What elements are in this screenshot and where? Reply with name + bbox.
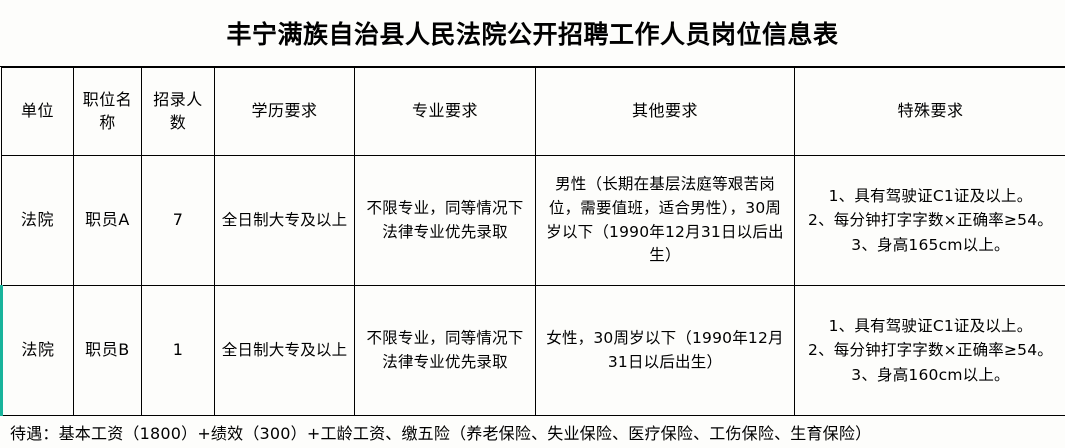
column-header-major: 专业要求 xyxy=(355,68,536,156)
column-header-position: 职位名称 xyxy=(74,68,142,156)
special-requirement-line: 1、具有驾驶证C1证及以上。 xyxy=(801,184,1060,208)
cell-unit: 法院 xyxy=(2,156,74,286)
special-requirement-line: 3、身高160cm以上。 xyxy=(801,363,1060,387)
compensation-note: 待遇：基本工资（1800）+绩效（300）+工龄工资、缴五险（养老保险、失业保险… xyxy=(0,416,1065,448)
table-row: 法院 职员A 7 全日制大专及以上 不限专业，同等情况下法律专业优先录取 男性（… xyxy=(2,156,1065,286)
special-requirement-line: 2、每分钟打字字数×正确率≥54。 xyxy=(801,338,1060,362)
cell-other: 女性，30周岁以下（1990年12月31日以后出生） xyxy=(536,286,795,416)
cell-special: 1、具有驾驶证C1证及以上。 2、每分钟打字字数×正确率≥54。 3、身高160… xyxy=(795,286,1065,416)
cell-major: 不限专业，同等情况下法律专业优先录取 xyxy=(355,286,536,416)
column-header-education: 学历要求 xyxy=(215,68,355,156)
table-row: 法院 职员B 1 全日制大专及以上 不限专业，同等情况下法律专业优先录取 女性，… xyxy=(2,286,1065,416)
special-requirement-line: 3、身高165cm以上。 xyxy=(801,233,1060,257)
cell-count: 1 xyxy=(142,286,215,416)
table-header: 单位 职位名称 招录人数 学历要求 专业要求 其他要求 特殊要求 xyxy=(2,68,1065,156)
cell-major: 不限专业，同等情况下法律专业优先录取 xyxy=(355,156,536,286)
title-band: 丰宁满族自治县人民法院公开招聘工作人员岗位信息表 xyxy=(0,0,1065,67)
cell-special: 1、具有驾驶证C1证及以上。 2、每分钟打字字数×正确率≥54。 3、身高165… xyxy=(795,156,1065,286)
column-header-count: 招录人数 xyxy=(142,68,215,156)
cell-other: 男性（长期在基层法庭等艰苦岗位，需要值班，适合男性），30周岁以下（1990年1… xyxy=(536,156,795,286)
cell-position: 职员B xyxy=(74,286,142,416)
cell-position: 职员A xyxy=(74,156,142,286)
table-header-row: 单位 职位名称 招录人数 学历要求 专业要求 其他要求 特殊要求 xyxy=(2,68,1065,156)
cell-count: 7 xyxy=(142,156,215,286)
column-header-other: 其他要求 xyxy=(536,68,795,156)
job-positions-table: 单位 职位名称 招录人数 学历要求 专业要求 其他要求 特殊要求 法院 职员A … xyxy=(0,67,1065,416)
cell-education: 全日制大专及以上 xyxy=(215,156,355,286)
cell-unit: 法院 xyxy=(2,286,74,416)
column-header-unit: 单位 xyxy=(2,68,74,156)
column-header-special: 特殊要求 xyxy=(795,68,1065,156)
page-title: 丰宁满族自治县人民法院公开招聘工作人员岗位信息表 xyxy=(226,15,838,51)
special-requirement-line: 2、每分钟打字字数×正确率≥54。 xyxy=(801,208,1060,232)
cell-education: 全日制大专及以上 xyxy=(215,286,355,416)
special-requirement-line: 1、具有驾驶证C1证及以上。 xyxy=(801,314,1060,338)
table-body: 法院 职员A 7 全日制大专及以上 不限专业，同等情况下法律专业优先录取 男性（… xyxy=(2,156,1065,416)
